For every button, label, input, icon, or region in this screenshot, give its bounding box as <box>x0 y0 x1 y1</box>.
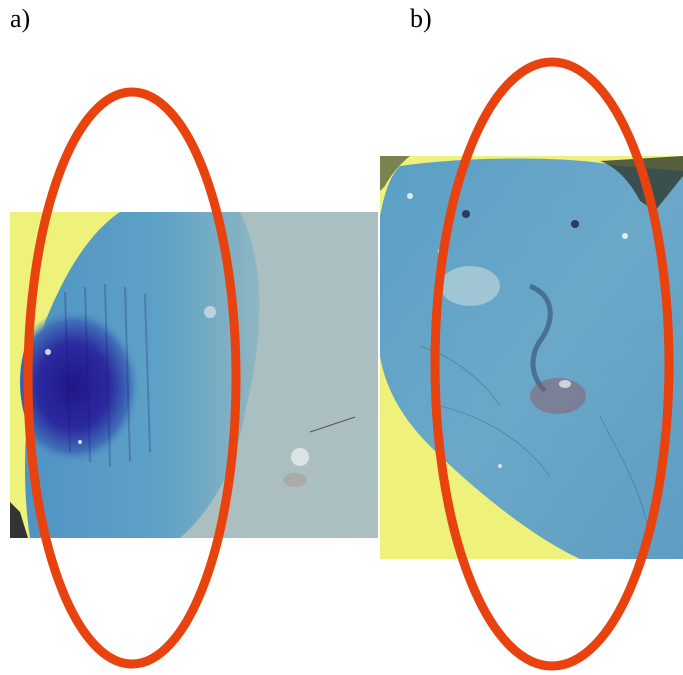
panel-a-label: a) <box>10 4 31 33</box>
tissue-photo-b-image <box>380 156 683 559</box>
tissue-photo-b <box>380 156 683 559</box>
tissue-photo-a <box>10 212 378 538</box>
panel-b-label: b) <box>410 4 432 33</box>
tissue-photo-a-image <box>10 212 378 538</box>
